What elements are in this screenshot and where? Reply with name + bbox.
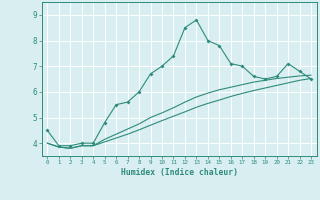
X-axis label: Humidex (Indice chaleur): Humidex (Indice chaleur) — [121, 168, 238, 177]
